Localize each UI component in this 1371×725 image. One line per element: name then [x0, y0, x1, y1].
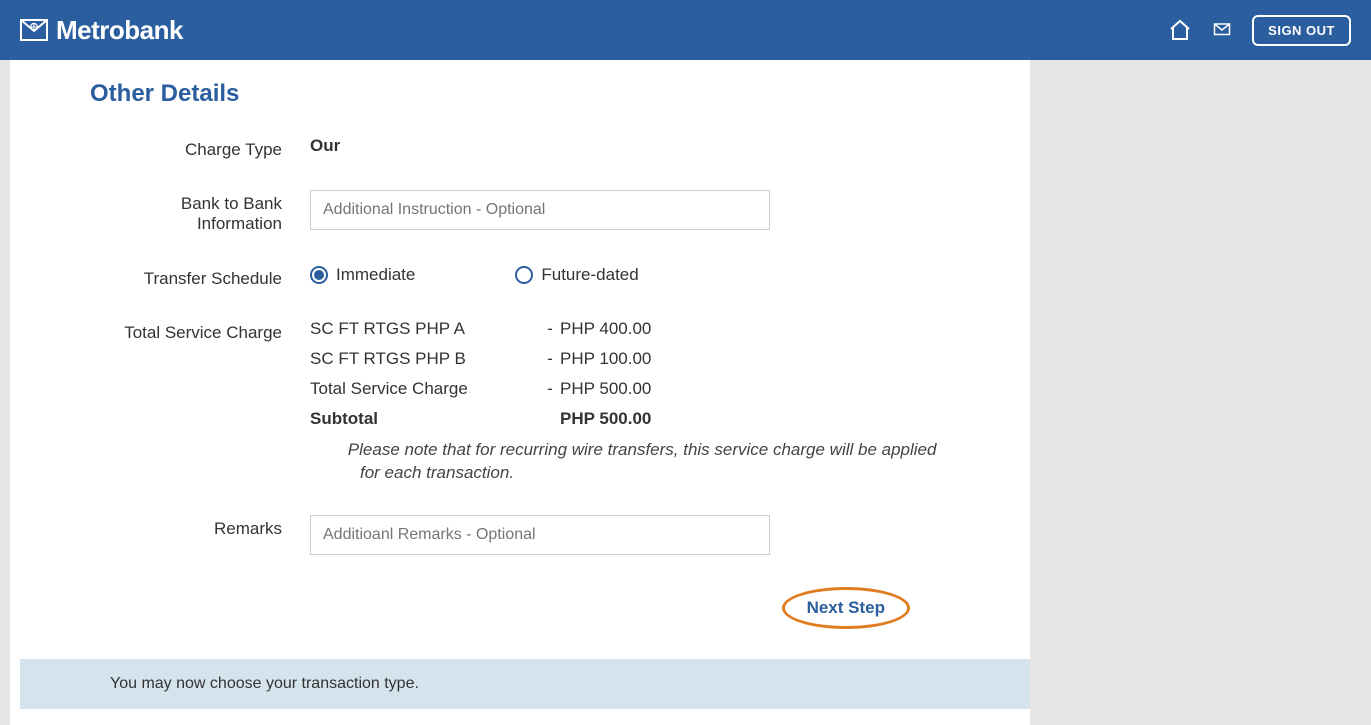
radio-future-dated-label: Future-dated	[541, 265, 638, 285]
brand-logo: Metrobank	[20, 15, 183, 46]
radio-future-dated[interactable]: Future-dated	[515, 265, 638, 285]
next-step-highlight: Next Step	[782, 587, 910, 629]
charge-amount: PHP 500.00	[560, 409, 1000, 429]
home-icon[interactable]	[1168, 18, 1192, 42]
section-title: Other Details	[90, 80, 1000, 108]
charge-desc: Total Service Charge	[310, 379, 540, 399]
content-wrapper: Other Details Charge Type Our Bank to Ba…	[0, 60, 1371, 725]
transfer-schedule-radio-group: Immediate Future-dated	[310, 265, 1000, 285]
charge-amount: PHP 400.00	[560, 319, 1000, 339]
charge-separator: -	[540, 379, 560, 399]
header-actions: SIGN OUT	[1168, 15, 1351, 46]
service-charge-label: Total Service Charge	[90, 319, 310, 343]
bank-to-bank-row: Bank to Bank Information	[90, 190, 1000, 235]
info-banner: You may now choose your transaction type…	[20, 659, 1030, 709]
bank-to-bank-label: Bank to Bank Information	[90, 190, 310, 235]
charge-desc: SC FT RTGS PHP B	[310, 349, 540, 369]
radio-immediate-label: Immediate	[336, 265, 415, 285]
charge-line: SC FT RTGS PHP B-PHP 100.00	[310, 349, 1000, 369]
charge-type-value: Our	[310, 136, 1000, 156]
radio-icon	[515, 266, 533, 284]
mail-icon[interactable]	[1210, 18, 1234, 42]
charge-type-label: Charge Type	[90, 136, 310, 160]
transfer-schedule-label: Transfer Schedule	[90, 265, 310, 289]
transfer-schedule-row: Transfer Schedule Immediate Future-dated	[90, 265, 1000, 289]
next-step-wrapper: Next Step	[90, 587, 1000, 629]
charge-amount: PHP 500.00	[560, 379, 1000, 399]
charge-separator: -	[540, 349, 560, 369]
charge-line: Total Service Charge-PHP 500.00	[310, 379, 1000, 399]
remarks-input[interactable]	[310, 515, 770, 555]
service-charge-row: Total Service Charge SC FT RTGS PHP A-PH…	[90, 319, 1000, 485]
remarks-label: Remarks	[90, 515, 310, 539]
remarks-row: Remarks	[90, 515, 1000, 555]
sign-out-button[interactable]: SIGN OUT	[1252, 15, 1351, 46]
charge-line: Subtotal PHP 500.00	[310, 409, 1000, 429]
charge-type-row: Charge Type Our	[90, 136, 1000, 160]
next-step-button[interactable]: Next Step	[807, 598, 885, 618]
metrobank-logo-icon	[20, 19, 48, 41]
charge-separator: -	[540, 319, 560, 339]
radio-immediate[interactable]: Immediate	[310, 265, 415, 285]
charge-line: SC FT RTGS PHP A-PHP 400.00	[310, 319, 1000, 339]
main-panel: Other Details Charge Type Our Bank to Ba…	[10, 60, 1030, 725]
charge-desc: Subtotal	[310, 409, 540, 429]
brand-name: Metrobank	[56, 15, 183, 46]
charge-separator	[540, 409, 560, 429]
service-charge-note: Please note that for recurring wire tran…	[310, 439, 950, 485]
transfer-schedule-value: Immediate Future-dated	[310, 265, 1000, 285]
charge-desc: SC FT RTGS PHP A	[310, 319, 540, 339]
remarks-value	[310, 515, 1000, 555]
bank-to-bank-value	[310, 190, 1000, 230]
radio-icon	[310, 266, 328, 284]
service-charge-container: SC FT RTGS PHP A-PHP 400.00SC FT RTGS PH…	[310, 319, 1000, 485]
app-header: Metrobank SIGN OUT	[0, 0, 1371, 60]
bank-to-bank-input[interactable]	[310, 190, 770, 230]
charge-amount: PHP 100.00	[560, 349, 1000, 369]
